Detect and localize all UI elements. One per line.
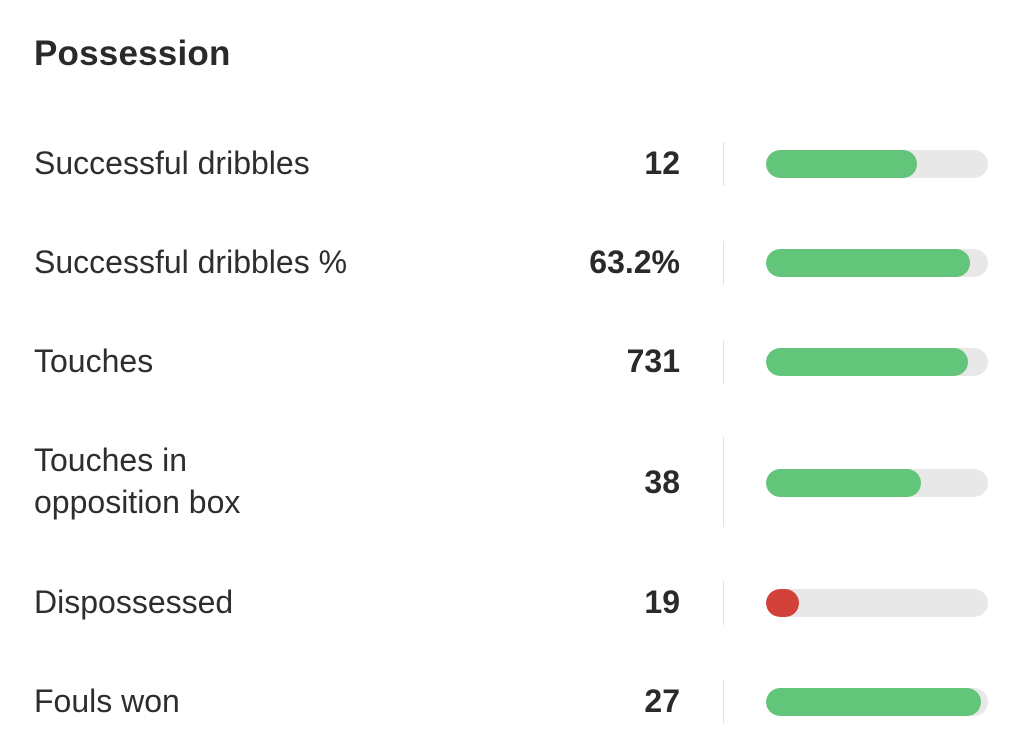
stat-label: Touches in opposition box xyxy=(34,442,241,520)
stat-bar-fill xyxy=(766,348,968,376)
stat-value: 731 xyxy=(626,343,680,379)
stat-value: 19 xyxy=(644,584,680,620)
stat-bar-track xyxy=(766,469,988,497)
row-divider xyxy=(723,340,724,384)
stat-label: Dispossessed xyxy=(34,584,234,620)
stat-bar-track xyxy=(766,150,988,178)
stat-bar-fill xyxy=(766,688,981,716)
stat-bar-track xyxy=(766,348,988,376)
stat-bar-track xyxy=(766,249,988,277)
row-divider xyxy=(723,241,724,285)
stat-bar-track xyxy=(766,688,988,716)
stat-bar-fill xyxy=(766,589,799,617)
stat-bar-fill xyxy=(766,249,970,277)
row-divider xyxy=(723,142,724,186)
stat-label: Successful dribbles % xyxy=(34,244,348,280)
stat-value: 12 xyxy=(644,145,680,181)
stat-bar-track xyxy=(766,589,988,617)
stat-bar-fill xyxy=(766,150,917,178)
stat-value: 63.2% xyxy=(589,244,680,280)
row-divider xyxy=(723,581,724,625)
row-divider xyxy=(723,680,724,724)
section-title: Possession xyxy=(34,34,231,73)
stat-value: 27 xyxy=(644,683,680,719)
stat-label: Successful dribbles xyxy=(34,145,310,181)
stat-label: Touches xyxy=(34,343,154,379)
stat-bar-fill xyxy=(766,469,921,497)
row-divider xyxy=(723,437,724,527)
stat-label: Fouls won xyxy=(34,683,180,719)
stat-value: 38 xyxy=(644,464,680,500)
